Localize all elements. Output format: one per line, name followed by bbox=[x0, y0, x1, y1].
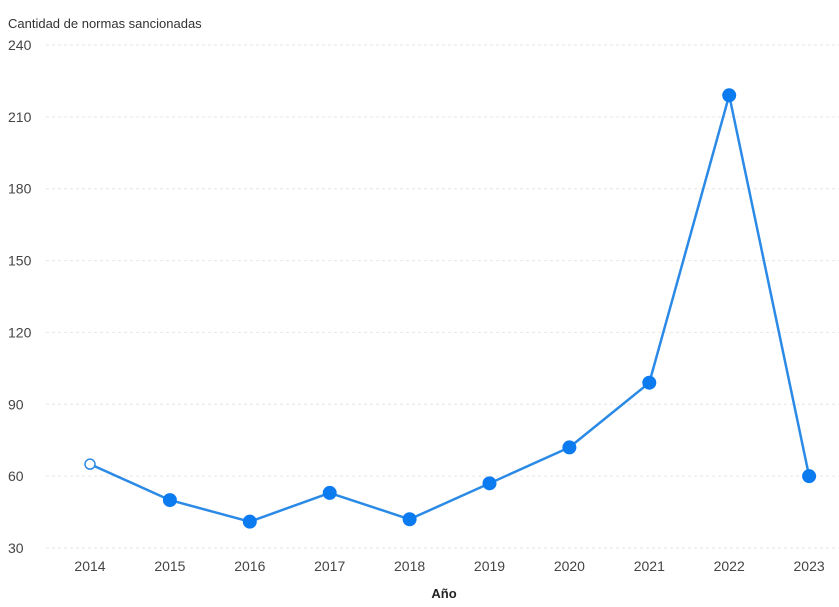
y-tick-label: 90 bbox=[8, 396, 24, 412]
y-tick-label: 150 bbox=[8, 253, 32, 269]
gridlines bbox=[46, 44, 839, 549]
y-axis-ticks: 30 60 90 120 150 180 210 240 bbox=[8, 37, 32, 556]
data-point[interactable] bbox=[322, 485, 337, 500]
x-tick-label: 2017 bbox=[314, 558, 345, 574]
y-axis-label: Cantidad de normas sancionadas bbox=[8, 16, 202, 31]
x-tick-label: 2023 bbox=[794, 558, 825, 574]
x-tick-label: 2014 bbox=[74, 558, 105, 574]
data-point[interactable] bbox=[642, 375, 657, 390]
data-point[interactable] bbox=[802, 469, 817, 484]
x-tick-label: 2022 bbox=[714, 558, 745, 574]
data-point[interactable] bbox=[162, 493, 177, 508]
data-point[interactable] bbox=[482, 476, 497, 491]
y-tick-label: 30 bbox=[8, 540, 24, 556]
x-tick-label: 2020 bbox=[554, 558, 585, 574]
y-tick-label: 180 bbox=[8, 181, 32, 197]
y-tick-label: 240 bbox=[8, 37, 32, 53]
x-tick-label: 2019 bbox=[474, 558, 505, 574]
y-tick-label: 60 bbox=[8, 468, 24, 484]
y-tick-label: 210 bbox=[8, 109, 32, 125]
x-axis-label: Año bbox=[431, 586, 456, 601]
x-tick-label: 2016 bbox=[234, 558, 265, 574]
x-axis-ticks: 2014 2015 2016 2017 2018 2019 2020 2021 2022 2023 bbox=[74, 558, 824, 574]
x-tick-label: 2015 bbox=[154, 558, 185, 574]
x-tick-label: 2018 bbox=[394, 558, 425, 574]
x-tick-label: 2021 bbox=[634, 558, 665, 574]
series-layer bbox=[84, 88, 817, 529]
data-point[interactable] bbox=[242, 514, 257, 529]
data-point[interactable] bbox=[722, 88, 737, 103]
data-point[interactable] bbox=[562, 440, 577, 455]
y-tick-label: 120 bbox=[8, 324, 32, 340]
data-point[interactable] bbox=[84, 458, 96, 470]
data-point[interactable] bbox=[402, 512, 417, 527]
series-line bbox=[89, 94, 811, 523]
